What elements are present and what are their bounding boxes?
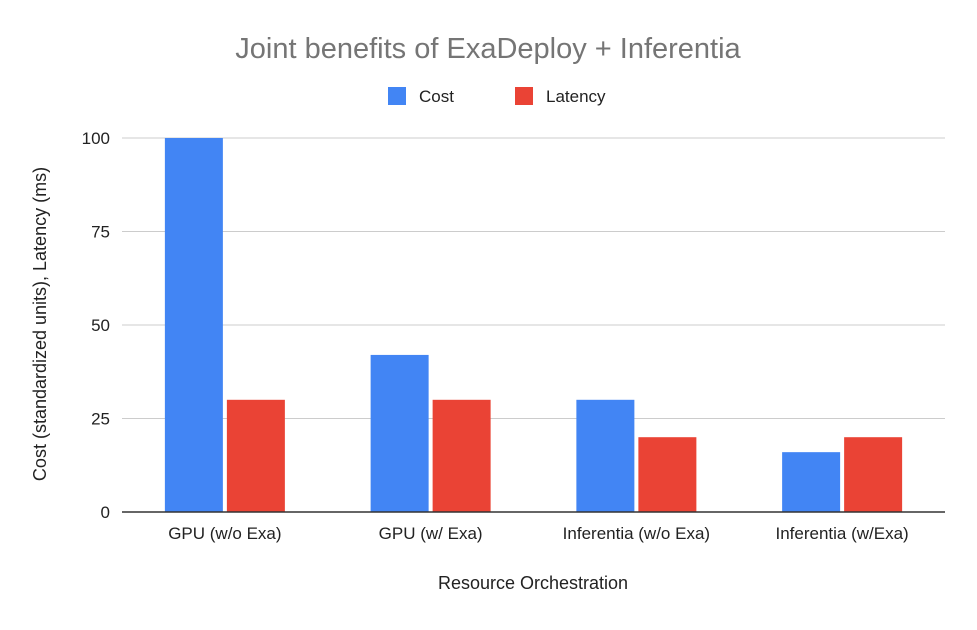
x-axis-label: Resource Orchestration (438, 573, 628, 593)
gridlines (122, 137, 945, 419)
bar-cost-3 (576, 399, 635, 512)
bar-latency-1 (226, 399, 285, 512)
bars (164, 138, 903, 512)
x-tick-label: GPU (w/o Exa) (168, 524, 281, 543)
y-tick-label: 75 (91, 223, 110, 242)
bar-cost-1 (164, 138, 223, 512)
legend-label-cost: Cost (419, 87, 454, 106)
x-tick-label: Inferentia (w/o Exa) (563, 524, 710, 543)
chart-title: Joint benefits of ExaDeploy + Inferentia (235, 33, 741, 65)
y-axis-label: Cost (standardized units), Latency (ms) (30, 167, 50, 481)
legend-swatch-latency (515, 87, 533, 105)
x-tick-label: Inferentia (w/Exa) (776, 524, 909, 543)
y-tick-label: 50 (91, 316, 110, 335)
y-tick-label: 25 (91, 410, 110, 429)
bar-latency-4 (844, 437, 903, 512)
legend-label-latency: Latency (546, 87, 606, 106)
bar-cost-2 (370, 354, 429, 512)
y-axis-ticks: 0 25 50 75 100 (82, 129, 110, 522)
legend-swatch-cost (388, 87, 406, 105)
legend: Cost Latency (388, 87, 606, 106)
bar-latency-3 (638, 437, 697, 512)
y-tick-label: 100 (82, 129, 110, 148)
bar-cost-4 (782, 452, 841, 512)
x-tick-label: GPU (w/ Exa) (379, 524, 483, 543)
x-axis-ticks: GPU (w/o Exa) GPU (w/ Exa) Inferentia (w/o… (168, 524, 909, 543)
y-tick-label: 0 (101, 503, 110, 522)
bar-latency-2 (432, 399, 491, 512)
